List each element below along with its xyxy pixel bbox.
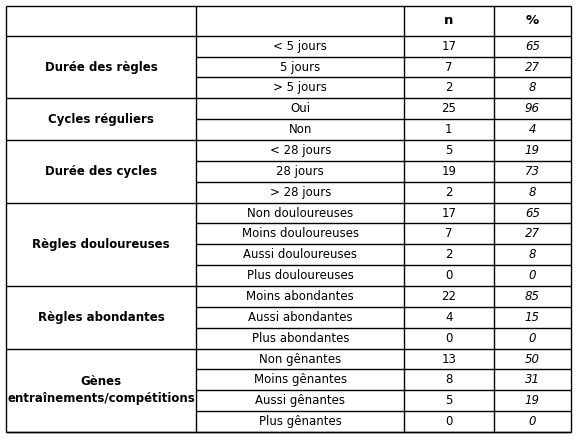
Text: 17: 17 (441, 40, 456, 53)
Text: 96: 96 (525, 102, 539, 115)
Text: 8: 8 (445, 373, 452, 386)
Text: Aussi douloureuses: Aussi douloureuses (243, 248, 357, 261)
Text: 4: 4 (445, 311, 452, 324)
Text: 31: 31 (525, 373, 539, 386)
Text: 7: 7 (445, 60, 452, 74)
Text: 19: 19 (441, 165, 456, 178)
Text: 2: 2 (445, 81, 452, 95)
Text: Règles abondantes: Règles abondantes (38, 311, 164, 324)
Text: > 28 jours: > 28 jours (269, 186, 331, 199)
Text: 65: 65 (525, 40, 539, 53)
Text: Non douloureuses: Non douloureuses (247, 207, 353, 219)
Text: Durée des cycles: Durée des cycles (45, 165, 158, 178)
Text: 15: 15 (525, 311, 539, 324)
Text: < 5 jours: < 5 jours (273, 40, 327, 53)
Text: 0: 0 (445, 332, 452, 345)
Text: 8: 8 (529, 186, 536, 199)
Text: 19: 19 (525, 394, 539, 407)
Text: 2: 2 (445, 186, 452, 199)
Text: 28 jours: 28 jours (276, 165, 324, 178)
Text: < 28 jours: < 28 jours (269, 144, 331, 157)
Text: Oui: Oui (290, 102, 310, 115)
Text: 17: 17 (441, 207, 456, 219)
Text: Aussi abondantes: Aussi abondantes (248, 311, 353, 324)
Text: Plus gênantes: Plus gênantes (259, 415, 342, 428)
Text: 2: 2 (445, 248, 452, 261)
Text: n: n (444, 14, 454, 28)
Text: 27: 27 (525, 227, 539, 240)
Text: Plus douloureuses: Plus douloureuses (247, 269, 354, 282)
Text: 1: 1 (445, 123, 452, 136)
Text: > 5 jours: > 5 jours (273, 81, 327, 95)
Text: %: % (526, 14, 539, 28)
Text: 0: 0 (445, 269, 452, 282)
Text: Durée des règles: Durée des règles (45, 60, 158, 74)
Text: 50: 50 (525, 353, 539, 366)
Text: 65: 65 (525, 207, 539, 219)
Text: Plus abondantes: Plus abondantes (252, 332, 349, 345)
Text: 5: 5 (445, 144, 452, 157)
Text: 19: 19 (525, 144, 539, 157)
Text: 5 jours: 5 jours (280, 60, 320, 74)
Text: 25: 25 (441, 102, 456, 115)
Text: Règles douloureuses: Règles douloureuses (32, 238, 170, 251)
Text: 0: 0 (445, 415, 452, 428)
Text: Moins douloureuses: Moins douloureuses (242, 227, 359, 240)
Text: 0: 0 (529, 332, 536, 345)
Text: 22: 22 (441, 290, 456, 303)
Text: 0: 0 (529, 415, 536, 428)
Text: Aussi gênantes: Aussi gênantes (255, 394, 345, 407)
Text: Gènes
entraînements/compétitions: Gènes entraînements/compétitions (8, 375, 195, 405)
Text: Non gênantes: Non gênantes (259, 353, 342, 366)
Text: 73: 73 (525, 165, 539, 178)
Text: 8: 8 (529, 81, 536, 95)
Text: Moins gênantes: Moins gênantes (254, 373, 347, 386)
Text: 4: 4 (529, 123, 536, 136)
Text: 13: 13 (441, 353, 456, 366)
Text: 27: 27 (525, 60, 539, 74)
Text: 7: 7 (445, 227, 452, 240)
Text: Non: Non (288, 123, 312, 136)
Text: 85: 85 (525, 290, 539, 303)
Text: 5: 5 (445, 394, 452, 407)
Text: Cycles réguliers: Cycles réguliers (48, 113, 154, 126)
Text: 8: 8 (529, 248, 536, 261)
Text: 0: 0 (529, 269, 536, 282)
Text: Moins abondantes: Moins abondantes (246, 290, 354, 303)
